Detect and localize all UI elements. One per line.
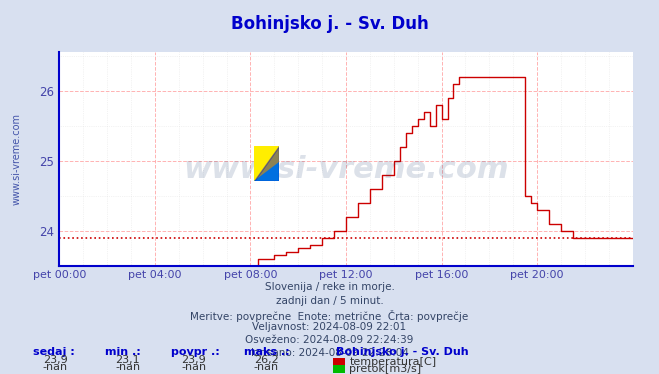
Text: www.si-vreme.com: www.si-vreme.com — [11, 113, 21, 205]
Text: pretok[m3/s]: pretok[m3/s] — [349, 364, 421, 374]
Bar — [333, 365, 345, 373]
Text: Bohinjsko j. - Sv. Duh: Bohinjsko j. - Sv. Duh — [231, 15, 428, 33]
Bar — [333, 358, 345, 365]
Text: temperatura[C]: temperatura[C] — [349, 357, 436, 367]
Text: maks .:: maks .: — [244, 347, 289, 356]
Text: Osveženo: 2024-08-09 22:24:39: Osveženo: 2024-08-09 22:24:39 — [245, 335, 414, 345]
Text: -nan: -nan — [115, 362, 140, 372]
Text: povpr .:: povpr .: — [171, 347, 220, 356]
Text: Veljavnost: 2024-08-09 22:01: Veljavnost: 2024-08-09 22:01 — [252, 322, 407, 332]
Text: zadnji dan / 5 minut.: zadnji dan / 5 minut. — [275, 296, 384, 306]
Text: 26,2: 26,2 — [254, 355, 279, 365]
Text: Meritve: povprečne  Enote: metrične  Črta: povprečje: Meritve: povprečne Enote: metrične Črta:… — [190, 310, 469, 322]
Text: -nan: -nan — [43, 362, 68, 372]
Text: -nan: -nan — [181, 362, 206, 372]
Text: -nan: -nan — [254, 362, 279, 372]
Text: www.si-vreme.com: www.si-vreme.com — [183, 155, 509, 184]
Text: Izrisano: 2024-08-09 22:28:04: Izrisano: 2024-08-09 22:28:04 — [250, 348, 409, 358]
Text: Bohinjsko j. - Sv. Duh: Bohinjsko j. - Sv. Duh — [336, 347, 469, 356]
Text: sedaj :: sedaj : — [33, 347, 74, 356]
Polygon shape — [254, 146, 279, 181]
Text: Slovenija / reke in morje.: Slovenija / reke in morje. — [264, 282, 395, 292]
Text: min .:: min .: — [105, 347, 141, 356]
Polygon shape — [254, 162, 279, 181]
Text: 23,1: 23,1 — [115, 355, 140, 365]
Text: 23,9: 23,9 — [181, 355, 206, 365]
Text: 23,9: 23,9 — [43, 355, 68, 365]
